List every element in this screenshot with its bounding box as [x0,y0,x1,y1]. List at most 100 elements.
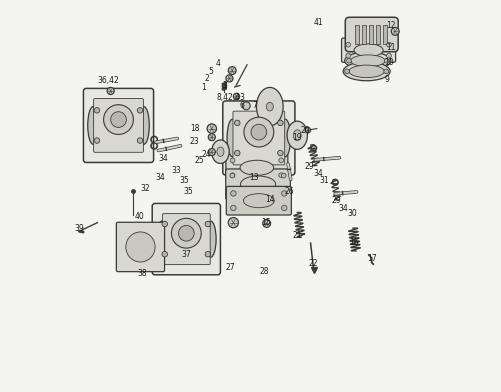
Text: 26: 26 [284,187,294,196]
Circle shape [228,67,235,74]
Ellipse shape [88,107,99,144]
Text: 35: 35 [183,187,193,196]
Text: 35: 35 [179,176,189,185]
Circle shape [277,120,283,126]
FancyBboxPatch shape [162,214,210,265]
Text: 12: 12 [386,21,395,30]
Text: 18: 18 [190,124,200,133]
FancyBboxPatch shape [83,89,153,162]
Circle shape [229,191,234,195]
Circle shape [234,151,239,156]
Circle shape [137,107,142,113]
Text: 20: 20 [300,126,309,134]
Circle shape [230,191,235,196]
Text: 34: 34 [155,173,165,181]
Text: 23: 23 [189,138,198,146]
Text: 7: 7 [252,102,257,110]
FancyBboxPatch shape [116,222,164,272]
Ellipse shape [205,221,216,257]
Text: 22: 22 [308,259,317,268]
FancyBboxPatch shape [232,111,284,165]
Circle shape [107,87,114,94]
Circle shape [110,112,126,127]
Text: 5: 5 [208,67,213,76]
Ellipse shape [293,130,301,141]
Circle shape [234,120,239,126]
Circle shape [94,138,100,143]
Circle shape [281,173,286,178]
Text: 9: 9 [384,75,389,83]
Circle shape [383,69,388,74]
Text: 29: 29 [305,162,314,171]
Circle shape [281,191,286,195]
Text: 30: 30 [347,209,356,218]
Text: 34: 34 [313,169,323,178]
Circle shape [207,124,216,133]
Circle shape [208,149,215,156]
Text: 25: 25 [194,156,204,165]
Text: 13: 13 [249,173,259,181]
Circle shape [278,158,283,163]
Ellipse shape [256,87,283,126]
Ellipse shape [343,62,389,81]
Ellipse shape [287,121,307,149]
Ellipse shape [279,119,290,157]
Bar [368,25,372,44]
Circle shape [230,158,234,163]
Ellipse shape [243,194,274,208]
Text: 32: 32 [140,184,150,192]
Circle shape [386,53,391,58]
Text: 24: 24 [201,151,210,159]
Ellipse shape [216,147,223,156]
Ellipse shape [344,52,390,70]
Text: 1: 1 [200,83,205,91]
Text: 4: 4 [215,59,219,68]
Bar [375,25,379,44]
Circle shape [137,138,142,143]
Text: 3: 3 [221,81,226,90]
Ellipse shape [126,232,155,262]
Circle shape [208,134,215,141]
Text: 11: 11 [386,43,395,51]
Circle shape [233,93,239,100]
Text: 28: 28 [260,267,269,276]
Ellipse shape [211,140,229,163]
Circle shape [178,225,194,241]
Circle shape [103,105,133,134]
Circle shape [262,220,270,227]
Text: 2: 2 [204,74,209,83]
Text: 38: 38 [137,269,147,278]
Circle shape [391,27,398,35]
Bar [382,25,386,44]
Circle shape [225,75,232,82]
Circle shape [281,205,287,211]
Circle shape [162,252,167,257]
FancyBboxPatch shape [341,38,395,62]
Text: 29: 29 [331,196,341,205]
Circle shape [205,252,210,257]
FancyBboxPatch shape [345,17,397,52]
Ellipse shape [156,221,167,257]
Ellipse shape [138,107,149,144]
Ellipse shape [348,65,383,78]
Circle shape [386,42,391,47]
Bar [354,25,358,44]
Text: 6: 6 [239,102,244,110]
Circle shape [230,205,235,211]
Circle shape [94,107,100,113]
Circle shape [242,102,249,110]
Text: 19: 19 [292,134,302,142]
Circle shape [277,151,283,156]
Ellipse shape [240,176,275,192]
FancyBboxPatch shape [152,203,220,275]
Text: 8,42,43: 8,42,43 [216,93,244,102]
Text: 10: 10 [383,58,393,67]
Ellipse shape [266,102,273,111]
Ellipse shape [353,44,382,56]
Circle shape [162,221,167,227]
Circle shape [250,124,266,140]
FancyBboxPatch shape [222,101,294,175]
Text: 16: 16 [348,238,358,247]
Circle shape [383,58,388,63]
Circle shape [205,221,210,227]
